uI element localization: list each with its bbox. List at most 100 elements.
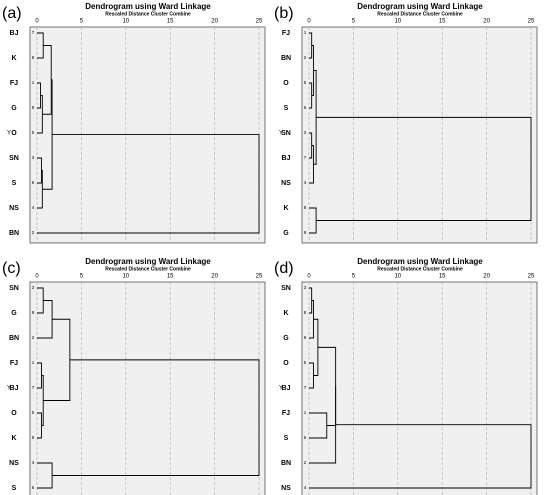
leaf-label: O <box>11 410 17 417</box>
leaf-id: 6 <box>32 180 35 185</box>
leaf-label: BN <box>281 460 291 467</box>
leaf-id: 1 <box>32 80 35 85</box>
dendrogram-link <box>37 134 260 234</box>
x-tick-label: 20 <box>483 274 490 280</box>
x-tick-label: 10 <box>122 19 129 25</box>
leaf-label: G <box>11 310 17 317</box>
x-tick-label: 25 <box>528 19 535 25</box>
leaf-label: NS <box>9 205 19 212</box>
x-tick-label: 25 <box>256 19 263 25</box>
dendrogram-link <box>309 386 337 464</box>
leaf-id: 8 <box>32 435 35 440</box>
y-axis-label: Y <box>279 386 283 392</box>
leaf-id: 9 <box>32 310 35 315</box>
x-tick-label: 20 <box>211 19 218 25</box>
leaf-label: S <box>12 180 17 187</box>
panel-label: (a) <box>2 5 22 22</box>
panel-label: (b) <box>274 5 294 22</box>
leaf-label: SN <box>9 155 19 162</box>
leaf-id: 4 <box>304 485 307 490</box>
x-tick-label: 20 <box>211 274 218 280</box>
chart-title: Dendrogram using Ward Linkage <box>357 257 483 266</box>
panel: (a) Dendrogram using Ward LinkageRescaled… <box>2 2 266 244</box>
leaf-label: K <box>11 435 16 442</box>
leaf-label: BJ <box>282 385 291 392</box>
leaf-id: 6 <box>32 485 35 490</box>
x-tick-label: 5 <box>80 19 84 25</box>
leaf-label: SN <box>281 130 291 137</box>
leaf-label: K <box>283 310 288 317</box>
x-tick-label: 10 <box>394 19 401 25</box>
leaf-label: S <box>284 105 289 112</box>
leaf-id: 7 <box>304 385 307 390</box>
x-tick-label: 5 <box>80 274 84 280</box>
plot-area <box>301 281 538 495</box>
leaf-id: 7 <box>32 30 35 35</box>
leaf-label: BJ <box>10 30 19 37</box>
leaf-id: 5 <box>304 360 307 365</box>
x-tick-label: 20 <box>483 19 490 25</box>
leaf-label: NS <box>281 485 291 492</box>
x-tick-label: 25 <box>528 274 535 280</box>
leaf-label: BJ <box>282 155 291 162</box>
leaf-id: 3 <box>32 155 35 160</box>
leaf-id: 3 <box>304 130 307 135</box>
chart-title: Dendrogram using Ward Linkage <box>357 2 483 11</box>
chart-subtitle: Rescaled Distance Cluster Combine <box>377 266 463 272</box>
leaf-id: 2 <box>32 335 35 340</box>
chart-title: Dendrogram using Ward Linkage <box>85 2 211 11</box>
leaf-id: 1 <box>304 410 307 415</box>
leaf-label: FJ <box>10 360 18 367</box>
leaf-id: 4 <box>304 180 307 185</box>
leaf-label: FJ <box>10 80 18 87</box>
leaf-label: BN <box>9 230 19 237</box>
leaf-id: 9 <box>32 105 35 110</box>
leaf-id: 7 <box>32 385 35 390</box>
plot-area <box>29 281 266 495</box>
leaf-id: 5 <box>304 80 307 85</box>
panel: (b) Dendrogram using Ward LinkageRescaled… <box>274 2 538 244</box>
leaf-id: 2 <box>32 230 35 235</box>
y-axis-label: Y <box>7 131 11 137</box>
leaf-id: 3 <box>304 285 307 290</box>
x-tick-label: 15 <box>167 19 174 25</box>
panel-label: (d) <box>274 260 294 277</box>
leaf-label: NS <box>9 460 19 467</box>
x-tick-label: 25 <box>256 274 263 280</box>
dendrogram-link <box>316 116 532 221</box>
leaf-label: G <box>283 230 289 237</box>
x-tick-label: 15 <box>439 19 446 25</box>
leaf-label: BN <box>281 55 291 62</box>
leaf-label: K <box>11 55 16 62</box>
leaf-id: 9 <box>304 335 307 340</box>
x-tick-label: 10 <box>394 274 401 280</box>
leaf-id: 5 <box>32 410 35 415</box>
x-tick-label: 0 <box>307 274 311 280</box>
leaf-id: 2 <box>304 55 307 60</box>
x-tick-label: 5 <box>352 19 356 25</box>
y-axis-label: Y <box>279 131 283 137</box>
chart-subtitle: Rescaled Distance Cluster Combine <box>105 11 191 17</box>
leaf-id: 3 <box>32 285 35 290</box>
leaf-label: SN <box>281 285 291 292</box>
leaf-id: 2 <box>304 460 307 465</box>
leaf-id: 1 <box>32 360 35 365</box>
x-tick-label: 15 <box>439 274 446 280</box>
leaf-label: G <box>11 105 17 112</box>
x-tick-label: 5 <box>352 274 356 280</box>
leaf-id: 4 <box>32 460 35 465</box>
leaf-id: 5 <box>32 130 35 135</box>
chart-title: Dendrogram using Ward Linkage <box>85 257 211 266</box>
leaf-label: BJ <box>10 385 19 392</box>
panel: (c) Dendrogram using Ward LinkageRescaled… <box>2 257 266 495</box>
leaf-label: K <box>283 205 288 212</box>
leaf-label: S <box>12 485 17 492</box>
leaf-label: BN <box>9 335 19 342</box>
leaf-label: SN <box>9 285 19 292</box>
x-tick-label: 0 <box>35 274 39 280</box>
chart-subtitle: Rescaled Distance Cluster Combine <box>377 11 463 17</box>
x-tick-label: 0 <box>307 19 311 25</box>
dendrogram-link <box>52 359 260 476</box>
leaf-label: NS <box>281 180 291 187</box>
